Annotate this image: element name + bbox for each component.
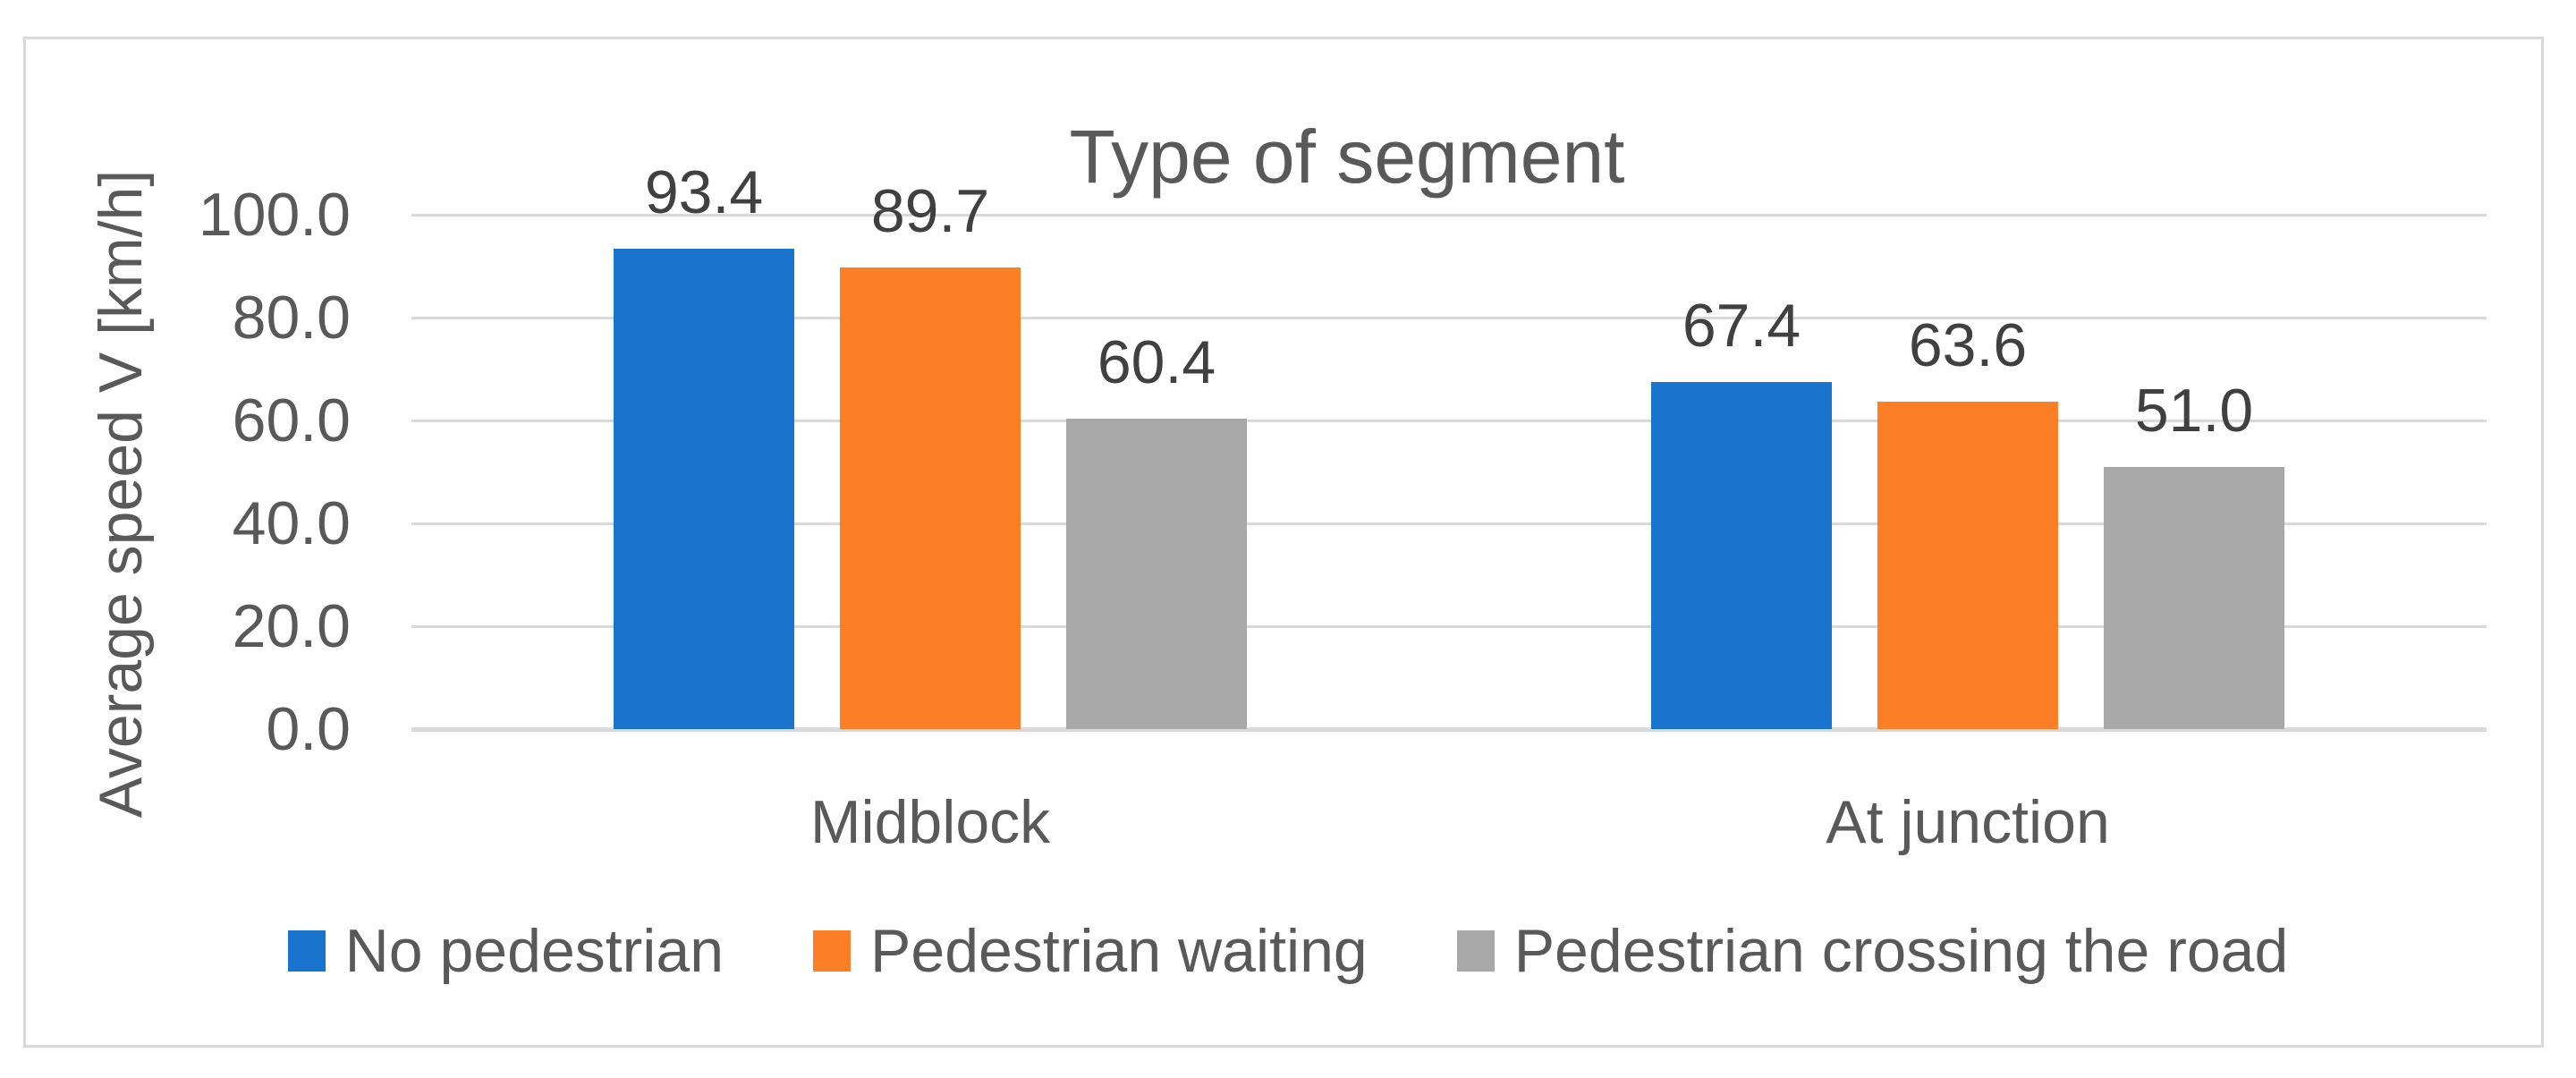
data-label: 89.7 — [870, 177, 990, 246]
legend-item-pedestrian-crossing-the-road: Pedestrian crossing the road — [1456, 917, 2289, 985]
bar-no-pedestrian-at-junction — [1651, 382, 1832, 729]
chart-title: Type of segment — [1069, 115, 1625, 199]
plot-area: 93.4 89.7 60.4 67.4 63.6 51.0 — [411, 161, 2487, 732]
legend-marker-icon — [287, 930, 326, 972]
y-tick-label-40.0: 40.0 — [232, 489, 351, 557]
legend-label: No pedestrian — [344, 917, 724, 985]
legend-marker-icon — [813, 930, 852, 972]
bar-pedestrian-waiting-midblock — [840, 267, 1021, 729]
y-tick-label-20.0: 20.0 — [232, 592, 351, 660]
gridline-100.0 — [411, 213, 2487, 216]
legend-item-pedestrian-waiting: Pedestrian waiting — [813, 920, 1368, 982]
legend-label: Pedestrian waiting — [870, 917, 1368, 985]
data-label: 51.0 — [2134, 376, 2254, 445]
gridline-60.0 — [411, 419, 2487, 422]
y-tick-label-0.0: 0.0 — [266, 695, 351, 763]
category-label-midblock: Midblock — [809, 788, 1051, 856]
y-tick-label-100.0: 100.0 — [198, 181, 351, 249]
data-label: 60.4 — [1097, 327, 1216, 396]
bar-pedestrian-crossing-the-road-midblock — [1066, 418, 1247, 729]
data-label: 93.4 — [644, 157, 764, 226]
legend-item-no-pedestrian: No pedestrian — [287, 917, 724, 985]
category-label-at-junction: At junction — [1826, 788, 2110, 856]
bar-no-pedestrian-midblock — [614, 248, 794, 729]
y-tick-label-80.0: 80.0 — [232, 284, 351, 352]
data-label: 67.4 — [1682, 292, 1801, 361]
legend: No pedestrian Pedestrian waiting Pedestria… — [0, 920, 2576, 982]
legend-label: Pedestrian crossing the road — [1513, 917, 2289, 985]
legend-marker-icon — [1456, 930, 1495, 972]
gridline-40.0 — [411, 522, 2487, 525]
bar-pedestrian-waiting-at-junction — [1877, 402, 2058, 729]
bar-pedestrian-crossing-the-road-at-junction — [2104, 466, 2284, 729]
gridline-80.0 — [411, 316, 2487, 319]
data-label: 63.6 — [1908, 311, 2028, 380]
y-tick-label-60.0: 60.0 — [232, 386, 351, 454]
x-axis-line — [411, 727, 2487, 732]
gridline-20.0 — [411, 624, 2487, 628]
